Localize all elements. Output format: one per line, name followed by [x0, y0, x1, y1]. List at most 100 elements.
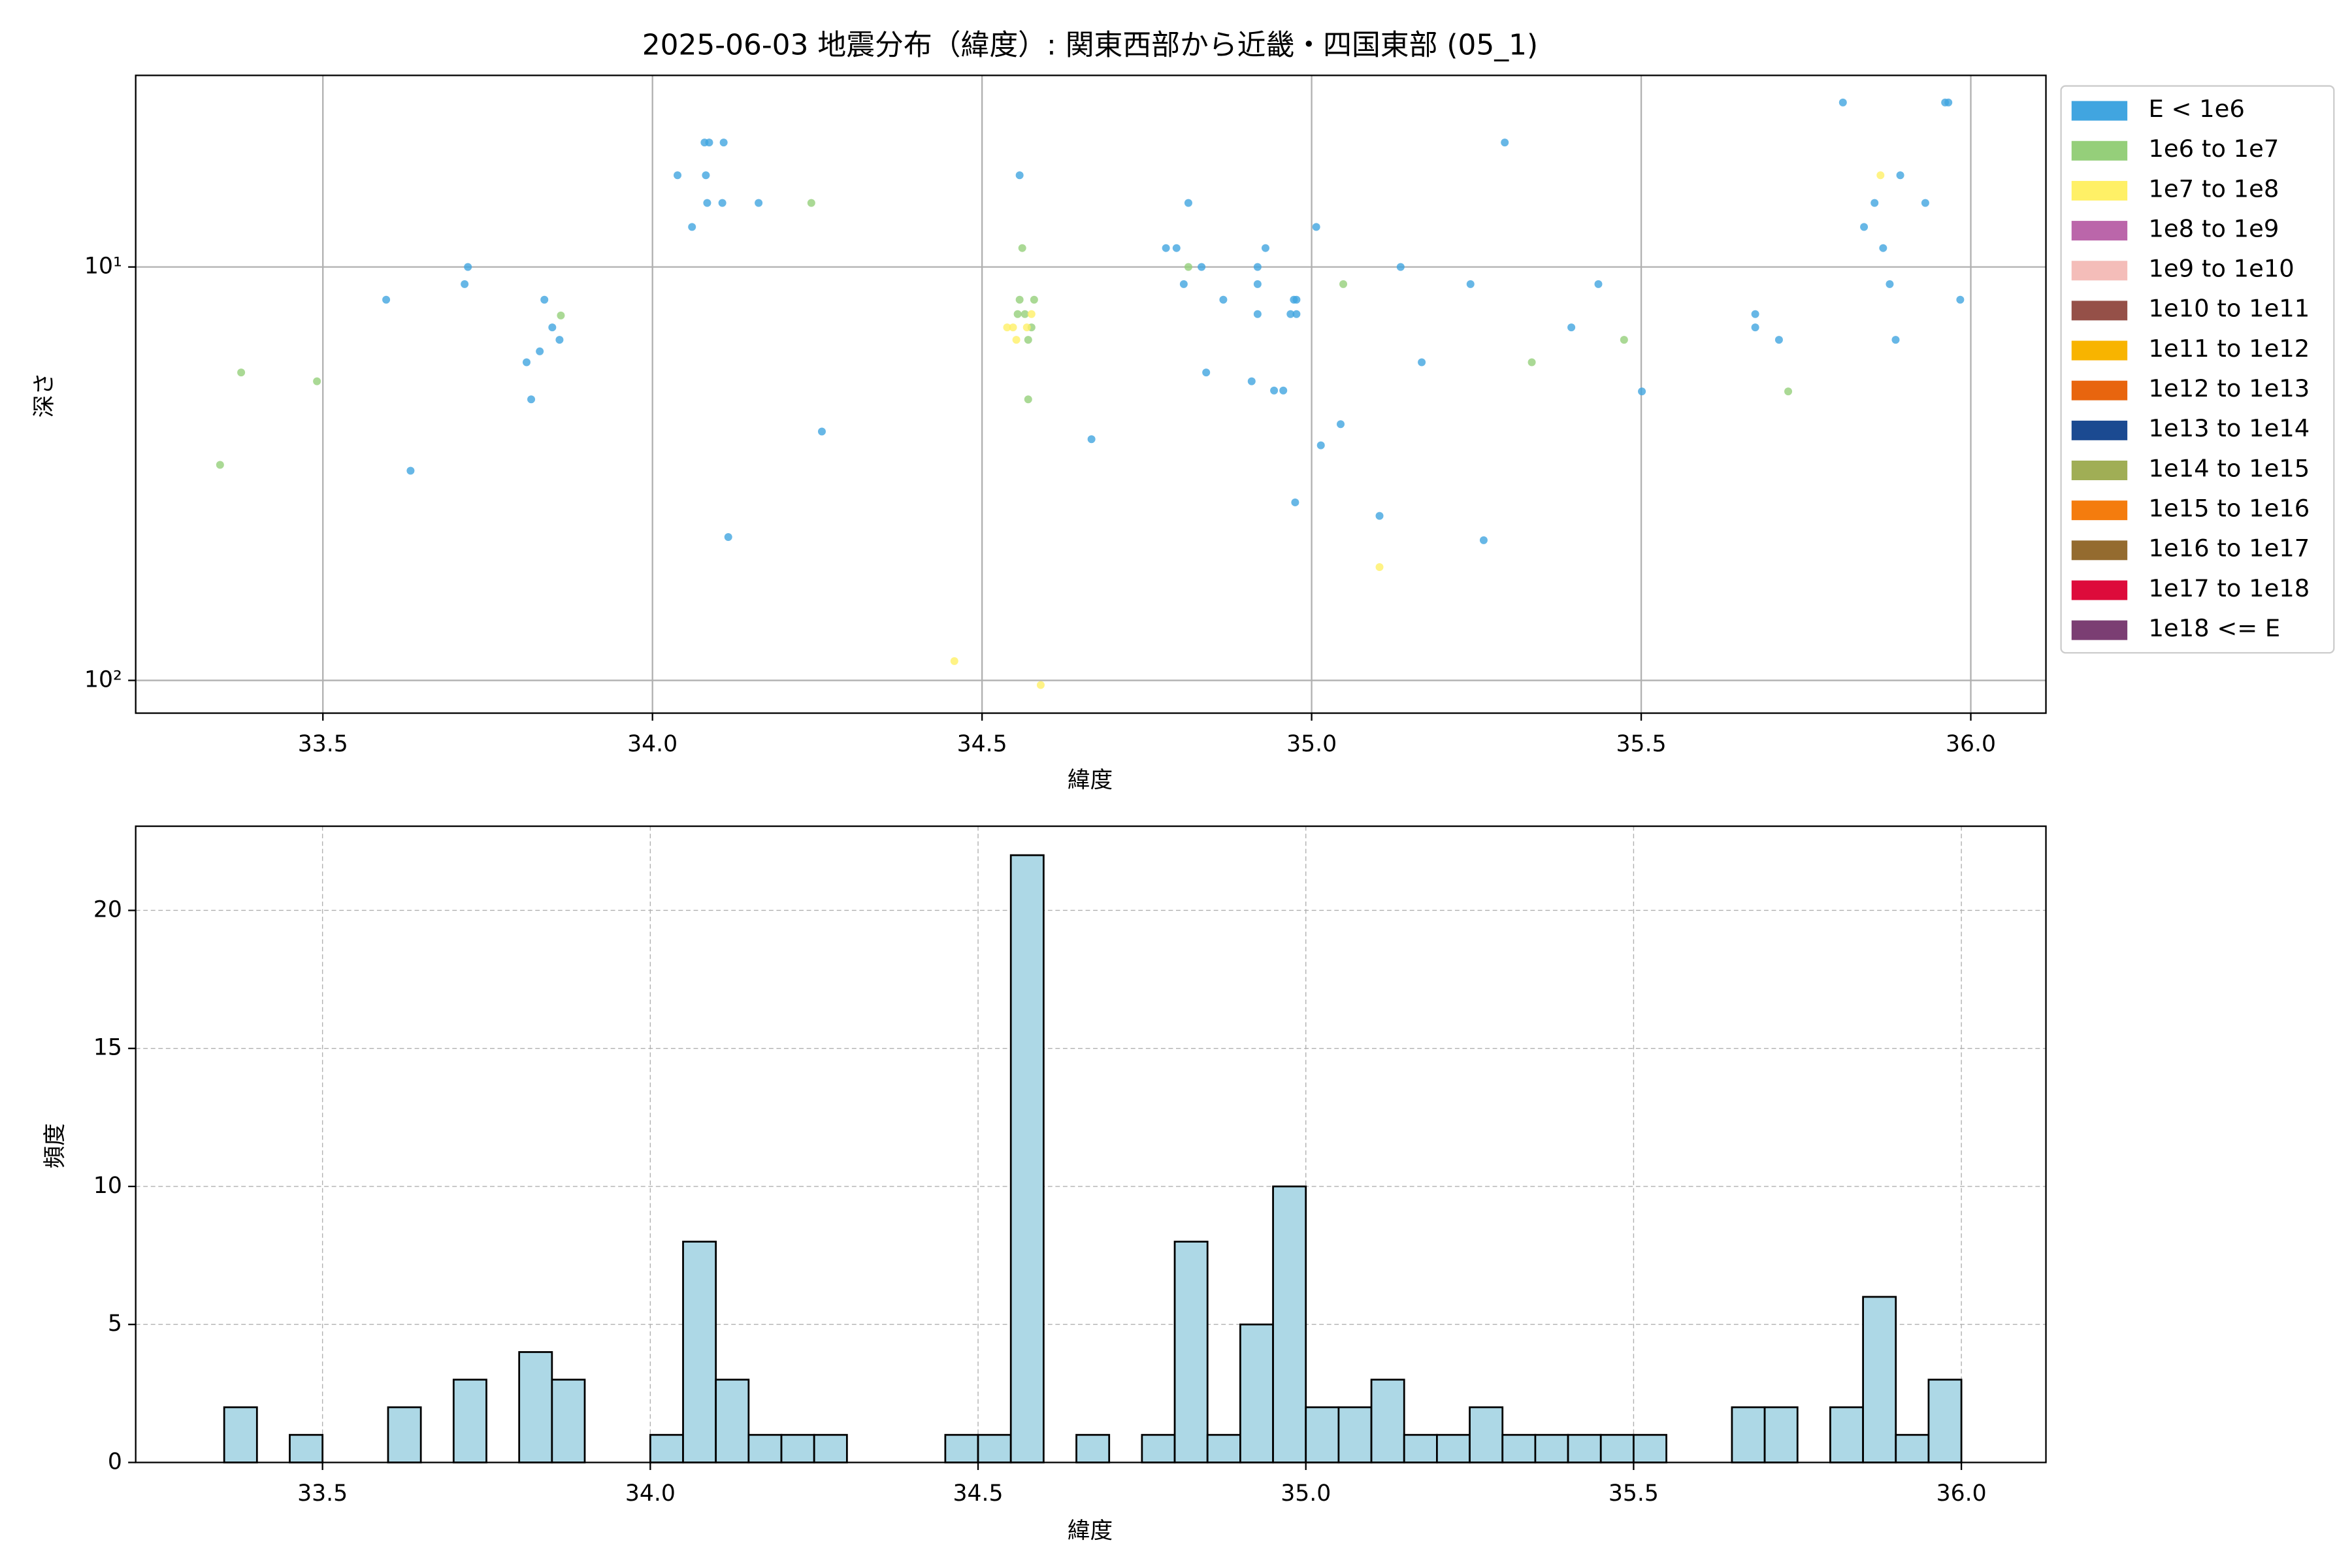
bar	[1305, 1406, 1340, 1463]
point	[1219, 295, 1228, 304]
point	[522, 358, 531, 367]
point	[464, 263, 472, 271]
point	[1312, 223, 1320, 231]
legend-swatch	[2071, 180, 2128, 201]
point	[1751, 310, 1759, 318]
legend-label: 1e11 to 1e12	[2148, 335, 2310, 363]
legend-swatch	[2071, 261, 2128, 281]
point	[1247, 377, 1256, 385]
point	[1567, 323, 1576, 332]
point	[1501, 139, 1509, 147]
point	[1751, 323, 1759, 332]
point	[548, 323, 557, 332]
point	[557, 311, 565, 319]
point	[688, 223, 696, 231]
point	[1860, 223, 1869, 231]
bar	[1469, 1406, 1504, 1463]
x-tick-label: 35.5	[1609, 1480, 1659, 1507]
point	[1876, 171, 1885, 180]
bar	[649, 1433, 684, 1463]
bar	[518, 1351, 553, 1463]
point	[1870, 199, 1879, 207]
point	[1015, 295, 1024, 304]
bar	[1403, 1433, 1438, 1463]
legend-swatch	[2071, 580, 2128, 600]
bar	[1173, 1241, 1209, 1463]
legend-label: 1e14 to 1e15	[2148, 454, 2310, 482]
y-tick-label: 20	[93, 896, 122, 923]
y-tick-label: 0	[108, 1448, 122, 1475]
legend-swatch	[2071, 221, 2128, 241]
point	[216, 461, 224, 469]
point	[1018, 244, 1026, 252]
point	[1030, 295, 1038, 304]
point	[1087, 435, 1096, 444]
point	[1418, 358, 1426, 367]
point	[1024, 395, 1032, 404]
bar	[1829, 1406, 1864, 1463]
legend-swatch	[2071, 301, 2128, 321]
bar	[1763, 1406, 1799, 1463]
bar	[289, 1433, 324, 1463]
y-tick-label: 5	[108, 1311, 122, 1337]
bar	[944, 1433, 979, 1463]
legend-label: 1e9 to 1e10	[2148, 255, 2294, 283]
x-tick-label: 34.5	[957, 731, 1007, 757]
point	[1479, 536, 1488, 544]
y-axis-label: 深さ	[31, 372, 57, 417]
point	[807, 199, 815, 207]
point	[705, 139, 713, 147]
x-tick-label: 34.0	[625, 1480, 676, 1507]
point	[1527, 358, 1536, 367]
bar	[1239, 1323, 1274, 1463]
point	[1292, 295, 1301, 304]
bar	[551, 1379, 586, 1463]
y-tick-label: 15	[93, 1035, 122, 1061]
y-axis-label: 頻度	[42, 1123, 68, 1168]
point	[382, 295, 391, 304]
point	[1291, 498, 1299, 506]
bar	[1895, 1433, 1930, 1463]
point	[1336, 420, 1345, 429]
legend-swatch	[2071, 380, 2128, 400]
point	[1784, 387, 1793, 396]
chart-title: 2025-06-03 地震分布（緯度）: 関東西部から近畿・四国東部 (05_1…	[642, 29, 1538, 62]
point	[950, 657, 958, 665]
point	[1253, 263, 1262, 271]
point	[1396, 263, 1405, 271]
bar	[1075, 1433, 1111, 1463]
point	[817, 427, 826, 436]
point	[1279, 386, 1288, 395]
point	[237, 368, 246, 377]
legend-label: 1e8 to 1e9	[2148, 214, 2279, 242]
point	[1921, 199, 1929, 207]
x-tick-label: 33.5	[298, 731, 348, 757]
bar	[1501, 1433, 1537, 1463]
point	[1594, 280, 1603, 288]
bar	[1599, 1433, 1635, 1463]
x-tick-label: 35.0	[1281, 1480, 1331, 1507]
legend-swatch	[2071, 340, 2128, 361]
point	[527, 395, 536, 404]
point	[1253, 310, 1262, 318]
point	[1774, 336, 1783, 344]
x-tick-label: 34.0	[627, 731, 678, 757]
bar	[715, 1379, 750, 1463]
point	[1375, 512, 1384, 520]
legend-label: E < 1e6	[2148, 95, 2244, 123]
legend-label: 1e13 to 1e14	[2148, 414, 2310, 442]
x-tick-label: 33.5	[297, 1480, 348, 1507]
point	[1944, 98, 1953, 106]
point	[1012, 336, 1021, 344]
point	[1286, 310, 1295, 318]
legend-swatch	[2071, 140, 2128, 161]
point	[1339, 280, 1348, 288]
point	[1172, 244, 1181, 252]
point	[461, 280, 469, 288]
point	[1292, 310, 1301, 318]
y-tick-label: 10¹	[84, 253, 122, 280]
bar	[1206, 1433, 1241, 1463]
x-tick-label: 35.5	[1616, 731, 1667, 757]
bar	[780, 1433, 815, 1463]
